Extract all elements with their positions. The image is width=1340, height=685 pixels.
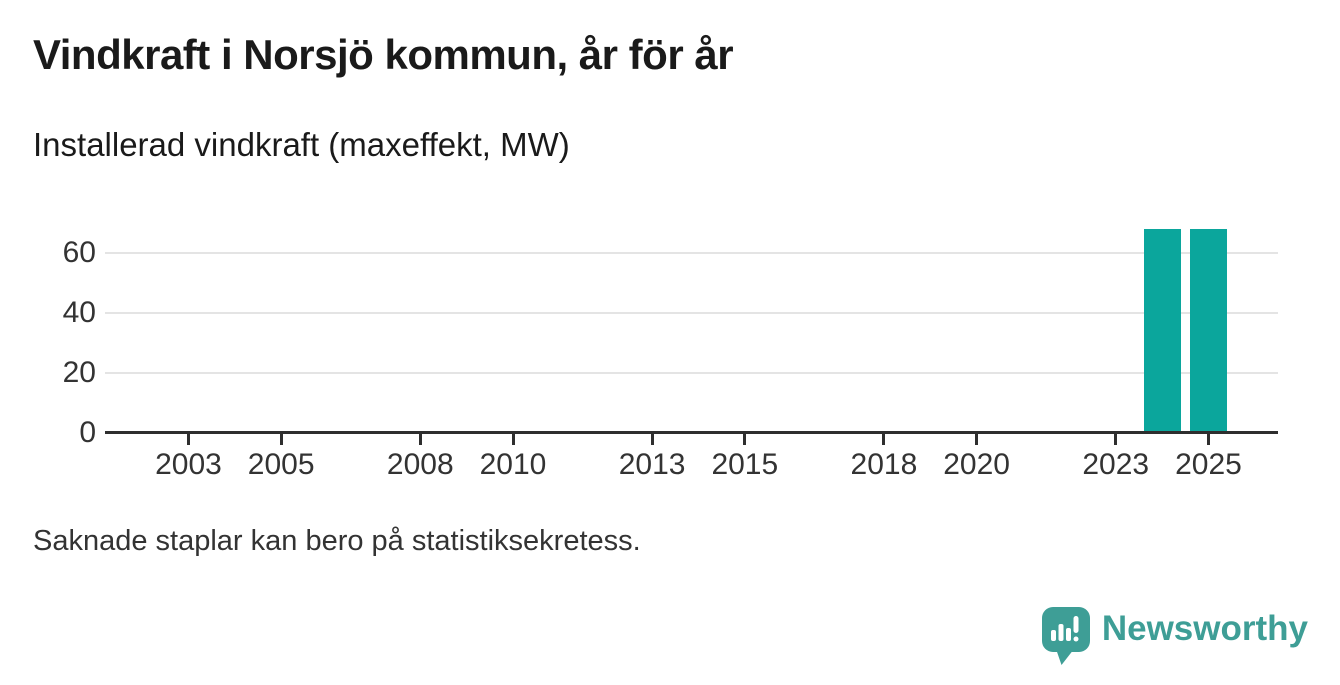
x-tick-mark-2005 bbox=[279, 434, 283, 445]
bar-2025 bbox=[1189, 229, 1227, 433]
bar-2024 bbox=[1143, 229, 1181, 433]
x-tick-label-2023: 2023 bbox=[1082, 448, 1150, 481]
y-tick-label-0: 0 bbox=[79, 416, 96, 449]
x-tick-mark-2008 bbox=[418, 434, 422, 445]
newsworthy-logo-icon bbox=[1041, 607, 1090, 665]
newsworthy-brand: Newsworthy bbox=[1041, 605, 1308, 666]
x-tick-label-2005: 2005 bbox=[247, 448, 315, 481]
y-tick-label-20: 20 bbox=[62, 356, 96, 389]
newsworthy-wordmark: Newsworthy bbox=[1101, 609, 1308, 648]
x-tick-label-2013: 2013 bbox=[618, 448, 686, 481]
x-tick-mark-2020 bbox=[975, 434, 979, 445]
x-tick-label-2010: 2010 bbox=[479, 448, 547, 481]
y-gridline-40 bbox=[105, 312, 1278, 314]
x-tick-mark-2003 bbox=[186, 434, 190, 445]
y-gridline-60 bbox=[105, 252, 1278, 254]
y-tick-label-40: 40 bbox=[62, 296, 96, 329]
x-tick-mark-2010 bbox=[511, 434, 515, 445]
x-tick-mark-2013 bbox=[650, 434, 654, 445]
x-axis-line bbox=[105, 431, 1278, 434]
x-tick-label-2018: 2018 bbox=[850, 448, 918, 481]
x-tick-mark-2018 bbox=[882, 434, 886, 445]
x-tick-label-2025: 2025 bbox=[1175, 448, 1242, 481]
footnote: Saknade staplar kan bero på statistiksek… bbox=[33, 525, 641, 557]
x-tick-label-2015: 2015 bbox=[711, 448, 779, 481]
y-gridline-20 bbox=[105, 372, 1278, 374]
x-tick-mark-2015 bbox=[743, 434, 747, 445]
y-tick-label-60: 60 bbox=[62, 236, 96, 269]
x-tick-label-2020: 2020 bbox=[943, 448, 1010, 481]
x-tick-mark-2023 bbox=[1114, 434, 1118, 445]
x-tick-label-2008: 2008 bbox=[386, 448, 454, 481]
chart-subtitle: Installerad vindkraft (maxeffekt, MW) bbox=[33, 126, 570, 163]
x-tick-mark-2025 bbox=[1206, 434, 1210, 445]
chart-title: Vindkraft i Norsjö kommun, år för år bbox=[33, 31, 734, 78]
x-tick-label-2003: 2003 bbox=[155, 448, 222, 481]
